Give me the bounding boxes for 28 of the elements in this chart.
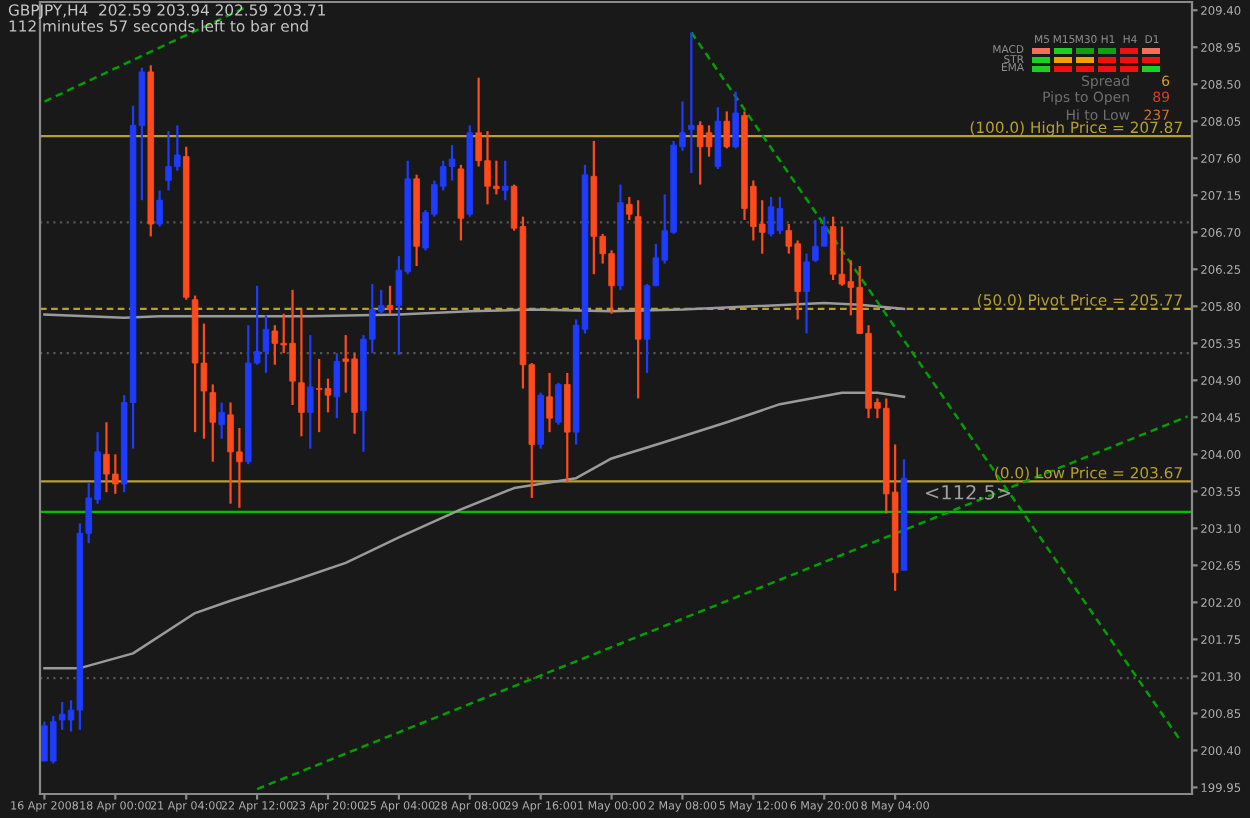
candlestick: [564, 371, 571, 484]
candlestick: [626, 195, 633, 222]
candlestick: [803, 252, 810, 335]
line-series: [43, 391, 906, 670]
candlestick: [218, 401, 225, 440]
candlestick: [333, 352, 341, 420]
candlestick: [262, 314, 270, 375]
candlestick: [767, 195, 775, 238]
candlestick: [705, 124, 713, 158]
candlestick: [501, 159, 509, 202]
candlestick: [307, 333, 314, 450]
candlestick: [838, 225, 846, 287]
candlestick: [315, 357, 323, 434]
candlestick: [324, 377, 332, 414]
candlestick: [209, 383, 217, 463]
candlestick: [546, 371, 553, 434]
candlestick: [723, 110, 731, 150]
candlestick: [688, 31, 695, 175]
candlestick: [298, 308, 305, 438]
candlestick: [776, 195, 784, 236]
candlestick: [829, 215, 837, 282]
candlestick: [271, 324, 279, 366]
candlestick: [732, 90, 739, 150]
candlestick: [156, 189, 163, 228]
candlestick: [448, 143, 456, 182]
candlestick: [386, 284, 394, 315]
candlestick: [714, 106, 722, 171]
candlestick: [555, 381, 562, 426]
